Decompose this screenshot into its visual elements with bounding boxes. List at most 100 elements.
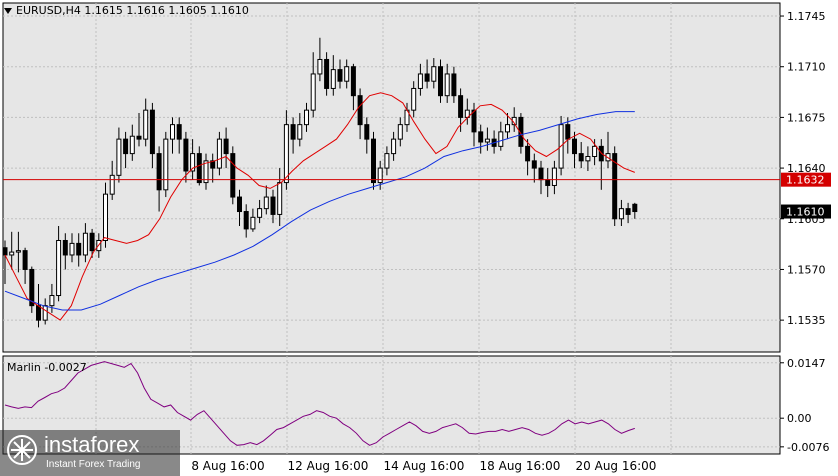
candle-bullish xyxy=(190,153,196,172)
candle-bullish xyxy=(283,124,289,184)
chart-title: EURUSD,H4 1.1615 1.1616 1.1605 1.1610 xyxy=(4,4,249,17)
candle-bullish xyxy=(585,156,591,162)
candle-bearish xyxy=(578,153,584,162)
candle-bearish xyxy=(237,196,242,213)
candle-bullish xyxy=(216,138,222,169)
candle-bullish xyxy=(417,73,423,89)
price-level-label: 1.1632 xyxy=(786,174,825,187)
candle-bullish xyxy=(82,232,88,256)
candle-bullish xyxy=(484,138,490,143)
candle-bearish xyxy=(29,268,35,307)
candle-bullish xyxy=(304,109,309,126)
current-price-label: 1.1610 xyxy=(786,206,825,219)
price-tick-label: 1.1535 xyxy=(787,314,826,327)
candle-bearish xyxy=(210,160,216,169)
candle-bearish xyxy=(572,138,577,155)
price-level-tag xyxy=(781,172,831,187)
logo-tagline: Instant Forex Trading xyxy=(46,459,141,470)
candle-bearish xyxy=(531,160,537,169)
candle-bearish xyxy=(612,153,618,220)
candle-bearish xyxy=(176,124,182,140)
indicator-label: Marlin -0.0027 xyxy=(7,361,87,374)
instaforex-logo-icon xyxy=(7,435,37,465)
candle-bullish xyxy=(505,124,510,133)
candle-bullish xyxy=(444,73,450,97)
candle-bearish xyxy=(632,203,638,213)
candle-bearish xyxy=(337,69,343,82)
candle-bearish xyxy=(451,73,457,97)
candle-bullish xyxy=(9,251,15,256)
candle-bearish xyxy=(350,66,356,97)
instaforex-logo: instaforex Instant Forex Trading xyxy=(0,430,180,476)
candle-bullish xyxy=(143,109,149,140)
candle-bearish xyxy=(136,135,142,140)
candle-bullish xyxy=(310,73,316,111)
logo-brand: instaforex xyxy=(44,432,140,457)
price-tick-label: 1.1745 xyxy=(787,10,826,23)
candle-bearish xyxy=(458,95,464,118)
candle-bearish xyxy=(62,239,68,256)
candle-bullish xyxy=(411,87,417,111)
candle-bullish xyxy=(618,208,624,220)
candle-bearish xyxy=(156,153,162,191)
candle-bullish xyxy=(391,138,397,155)
indicator-tick-label: 0.00 xyxy=(787,412,812,425)
indicator-tick-label: -0.0076 xyxy=(787,441,829,454)
indicator-tick-label: 0.0147 xyxy=(787,357,826,370)
candle-bullish xyxy=(129,135,135,155)
candle-bullish xyxy=(103,193,108,241)
candle-bearish xyxy=(357,95,363,126)
candle-bullish xyxy=(49,295,55,307)
candle-bearish xyxy=(223,138,229,155)
candle-bearish xyxy=(270,196,276,215)
candle-bullish xyxy=(330,69,336,89)
candle-bullish xyxy=(592,145,598,158)
candle-bearish xyxy=(123,138,129,155)
candle-bullish xyxy=(377,167,383,184)
time-axis-label: 14 Aug 16:00 xyxy=(384,459,465,473)
candle-bearish xyxy=(149,109,155,155)
candle-bearish xyxy=(438,66,443,97)
candle-bearish xyxy=(525,145,531,162)
candle-bearish xyxy=(290,124,296,140)
candle-bullish xyxy=(551,167,557,186)
candle-bearish xyxy=(478,131,484,143)
candle-bullish xyxy=(498,131,504,147)
candle-bearish xyxy=(565,124,571,140)
price-tick-label: 1.1640 xyxy=(787,162,826,175)
candle-bearish xyxy=(89,232,95,252)
candle-bearish xyxy=(196,153,202,184)
moving-average-fast xyxy=(4,92,635,321)
candle-bearish xyxy=(2,247,8,256)
candle-bullish xyxy=(116,138,122,176)
candle-bearish xyxy=(364,124,370,140)
chart-menu-triangle-icon[interactable] xyxy=(4,8,12,14)
price-tick-label: 1.1675 xyxy=(787,111,826,124)
candle-bullish xyxy=(277,182,283,215)
candle-bullish xyxy=(297,124,303,140)
candle-bearish xyxy=(424,73,430,82)
candle-bullish xyxy=(431,66,437,82)
current-price-tag xyxy=(781,204,831,219)
candle-bullish xyxy=(163,138,169,191)
candle-bearish xyxy=(36,305,41,321)
price-tick-label: 1.1570 xyxy=(787,263,826,276)
candle-bearish xyxy=(324,58,330,89)
candle-bullish xyxy=(397,124,403,140)
time-axis-label: 18 Aug 16:00 xyxy=(480,459,561,473)
price-tick-label: 1.1710 xyxy=(787,61,826,74)
candle-bullish xyxy=(42,305,48,321)
moving-average-slow xyxy=(4,111,635,311)
candle-bullish xyxy=(257,208,263,218)
time-axis-label: 12 Aug 16:00 xyxy=(288,459,369,473)
candle-bearish xyxy=(471,109,477,133)
candle-bullish xyxy=(69,242,75,256)
candle-bearish xyxy=(22,250,28,270)
candle-bearish xyxy=(545,179,551,186)
candle-bullish xyxy=(56,239,62,297)
candle-bullish xyxy=(317,58,323,75)
symbol-ohlc-readout: EURUSD,H4 1.1615 1.1616 1.1605 1.1610 xyxy=(16,4,249,17)
candle-bearish xyxy=(518,116,524,147)
candle-bearish xyxy=(538,167,544,181)
